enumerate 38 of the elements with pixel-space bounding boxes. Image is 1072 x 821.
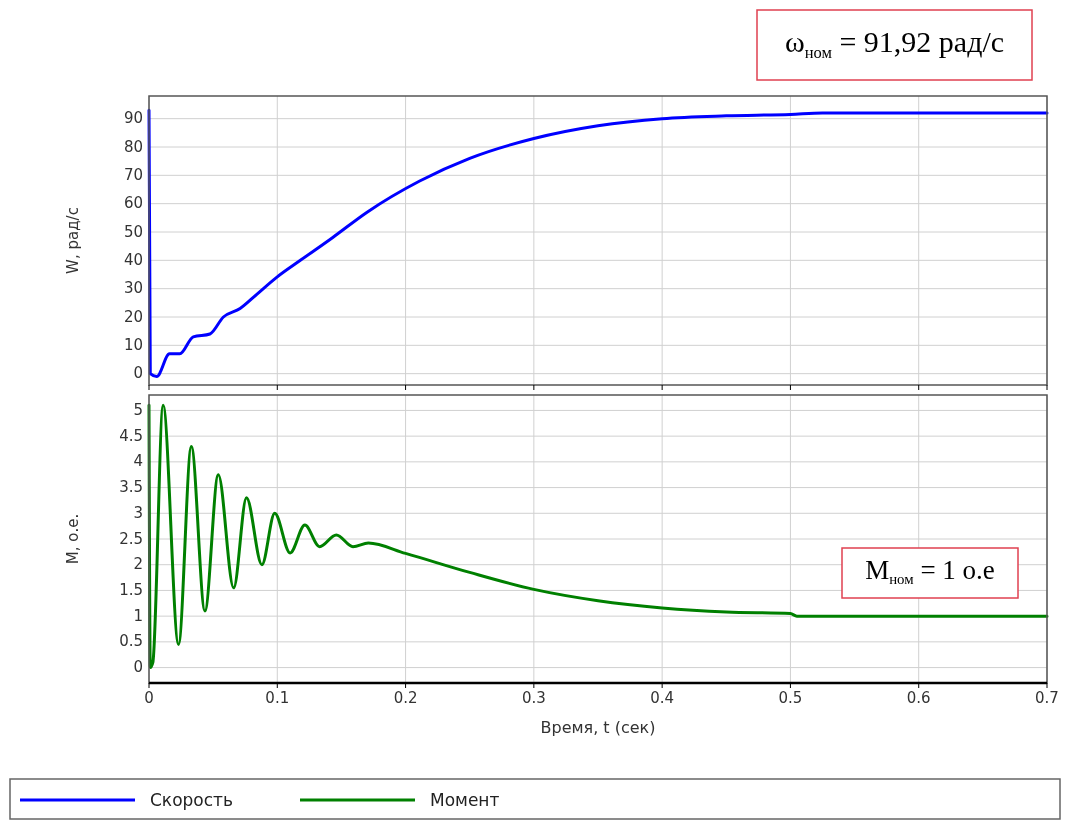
y-tick-label: 80 <box>123 137 143 156</box>
text: ω$_{ном}$ = 91,92 рад/с <box>784 24 1005 63</box>
y-tick-label: 3.5 <box>119 478 143 497</box>
x-tick-label: 0.7 <box>1035 689 1059 707</box>
line-series <box>147 403 1049 670</box>
x-tick-label: 0.1 <box>265 689 290 707</box>
y-tick-label: 40 <box>123 250 143 269</box>
text: Скорость <box>150 790 233 810</box>
x-tick-label: 0 <box>144 689 154 707</box>
y-tick-label: 70 <box>123 165 143 184</box>
x-tick-label: 0.6 <box>906 689 931 707</box>
text: Момент <box>430 790 500 810</box>
x-tick-label: 0.5 <box>778 689 803 707</box>
y-tick-label: 10 <box>123 335 143 354</box>
y-tick-label: 0 <box>133 658 143 677</box>
y-tick-label: 90 <box>123 109 143 128</box>
y-tick-label: 1 <box>133 606 143 625</box>
annotation: M$_{ном}$ = 1 о.е <box>865 555 995 588</box>
y-tick-label: 0 <box>133 364 143 383</box>
x-tick-label: 0.4 <box>650 689 675 707</box>
y-axis-title: M, о.е. <box>64 513 82 565</box>
y-tick-label: 30 <box>123 279 143 298</box>
y-tick-label: 4 <box>133 452 143 471</box>
line-series <box>147 108 1049 378</box>
x-tick-label: 0.2 <box>393 689 418 707</box>
y-tick-label: 5 <box>133 400 143 419</box>
y-tick-label: 2.5 <box>119 529 143 548</box>
y-tick-label: 50 <box>123 222 143 241</box>
y-tick-label: 2 <box>133 555 143 574</box>
y-tick-label: 0.5 <box>119 632 143 651</box>
y-tick-label: 3 <box>133 503 143 522</box>
y-axis-title: W, рад/с <box>64 207 82 274</box>
x-axis-title: Время, t (сек) <box>540 718 656 737</box>
y-tick-label: 60 <box>123 194 143 213</box>
y-tick-label: 1.5 <box>119 580 143 599</box>
y-tick-label: 4.5 <box>119 426 143 445</box>
x-tick-label: 0.3 <box>521 689 546 707</box>
y-tick-label: 20 <box>123 307 143 326</box>
